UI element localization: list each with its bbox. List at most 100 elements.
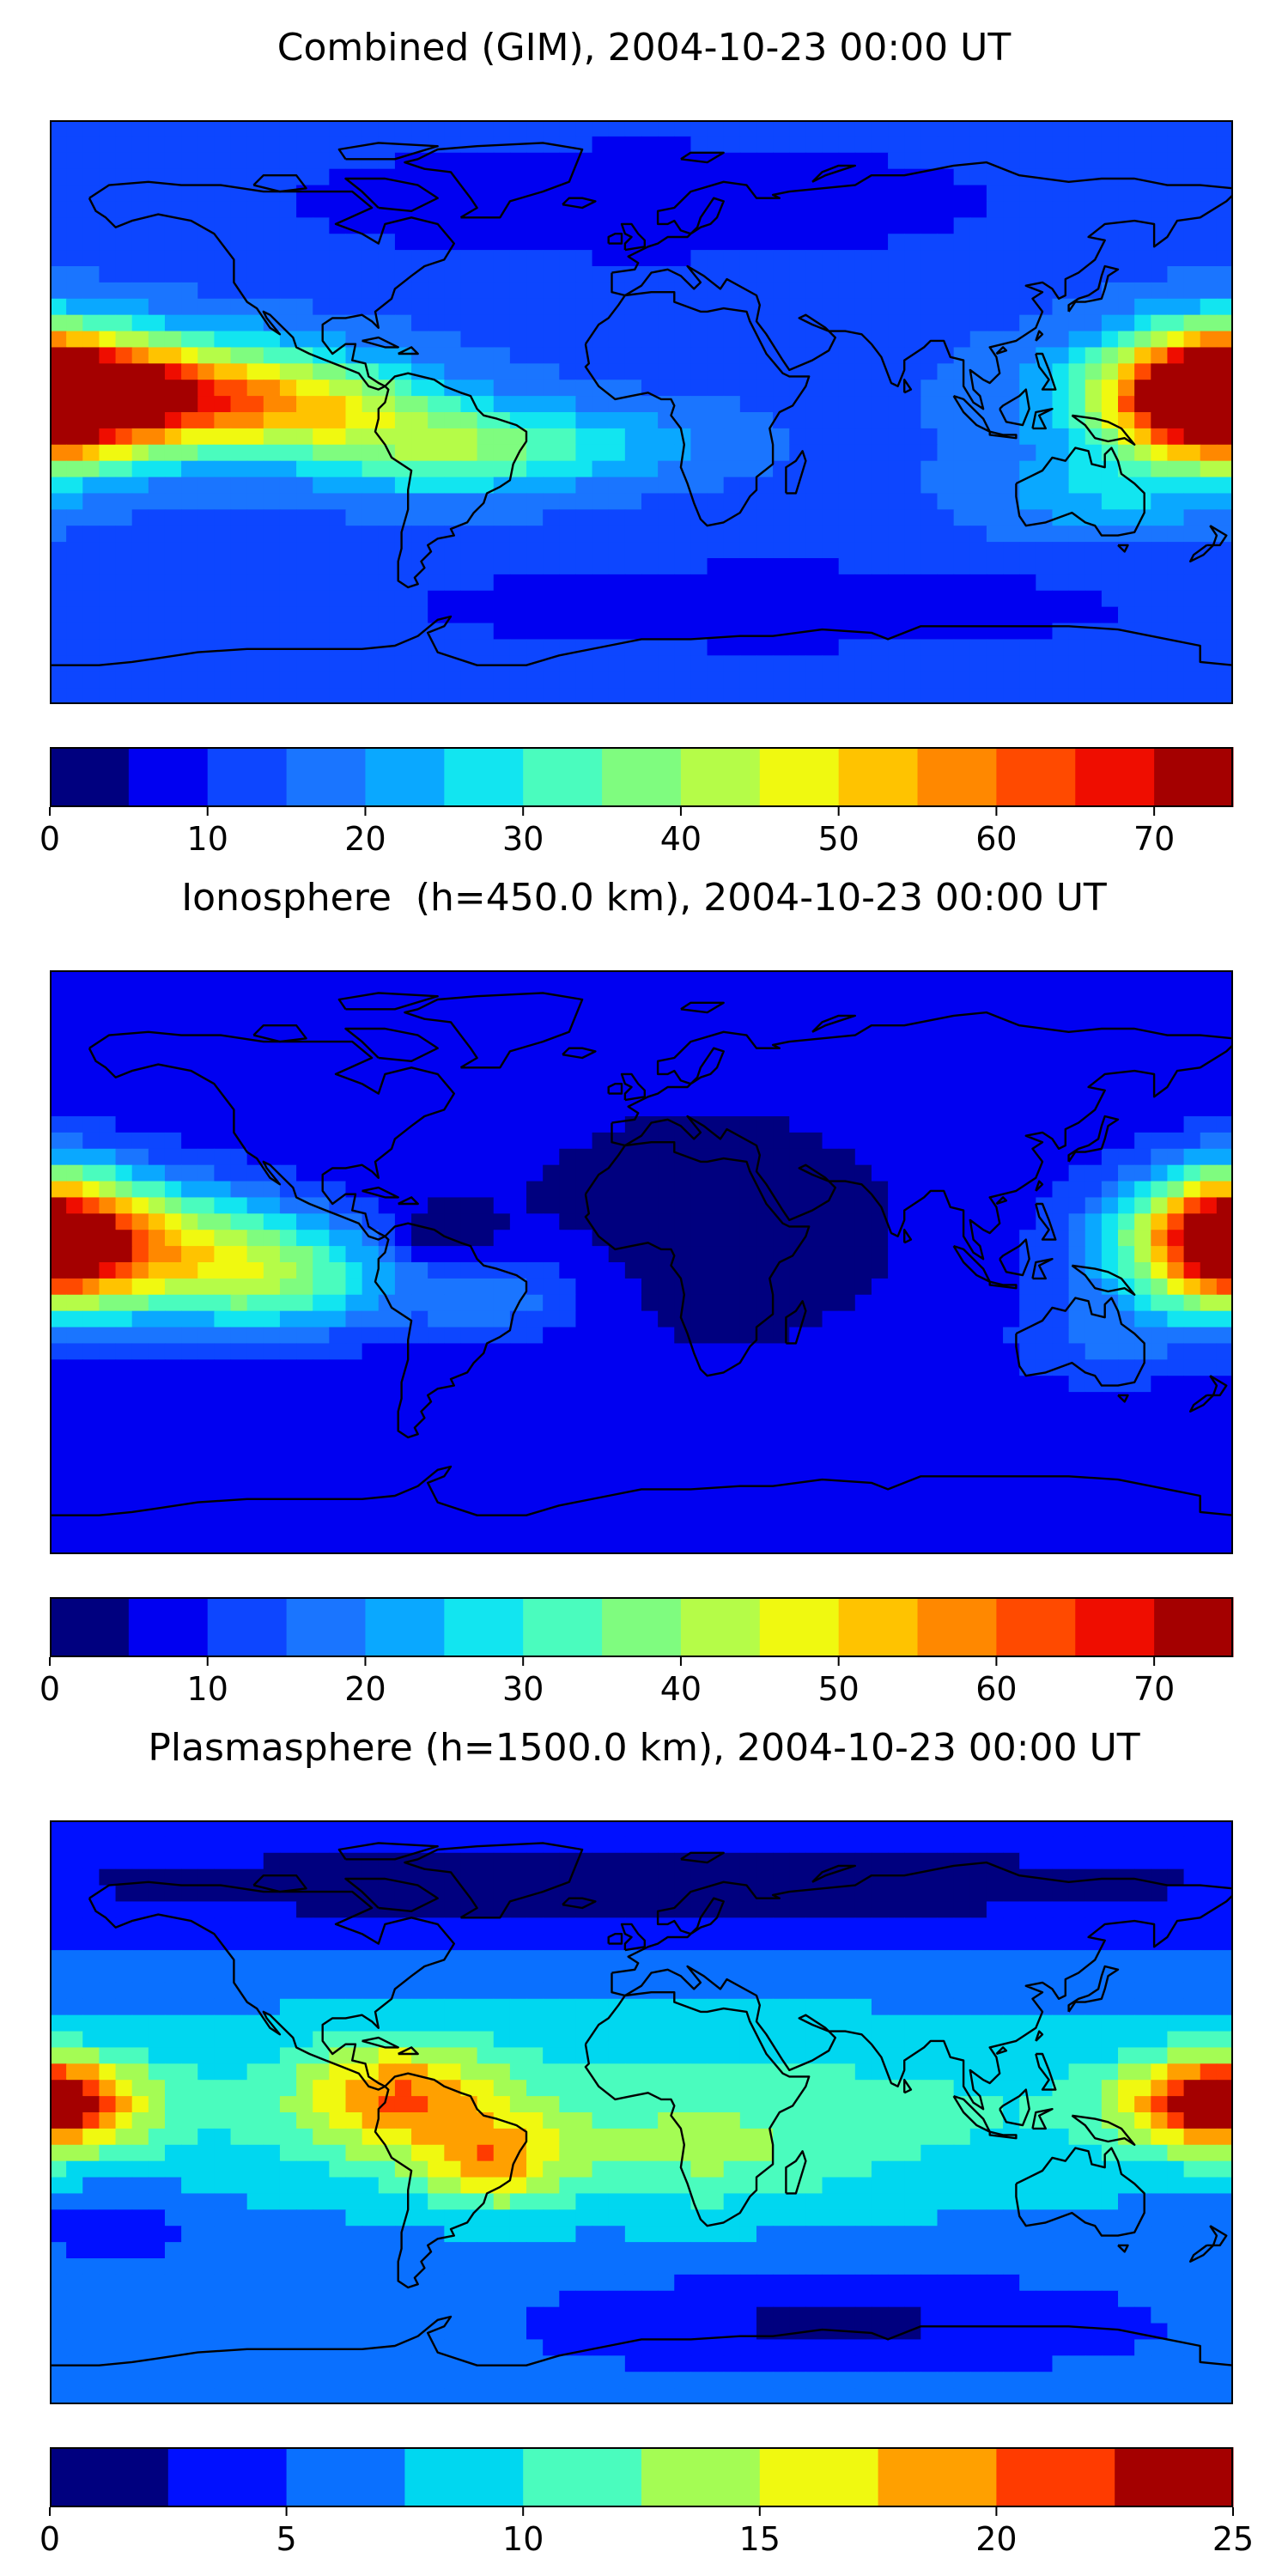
- tec-cell: [888, 136, 905, 154]
- tec-cell: [131, 1440, 149, 1458]
- tec-cell: [592, 120, 610, 137]
- tec-cell: [131, 639, 149, 656]
- tec-cell: [822, 1116, 840, 1133]
- tec-cell: [805, 1359, 823, 1376]
- tec-cell: [82, 655, 100, 672]
- tec-cell: [263, 1408, 281, 1425]
- tec-cell: [1084, 136, 1103, 154]
- tec-cell: [1068, 428, 1086, 446]
- tec-cell: [805, 1051, 823, 1068]
- tec-cell: [394, 1230, 412, 1247]
- tec-cell: [296, 201, 313, 218]
- tec-cell: [707, 1230, 725, 1247]
- tec-cell: [707, 623, 725, 641]
- tec-cell: [82, 168, 100, 186]
- tec-cell: [1068, 1035, 1086, 1053]
- tec-cell: [246, 1116, 264, 1133]
- tec-cell: [608, 1392, 626, 1409]
- tec-cell: [543, 623, 560, 641]
- tec-cell: [99, 363, 117, 380]
- tec-cell: [707, 1002, 725, 1020]
- tec-cell: [690, 688, 708, 704]
- tec-cell: [1216, 1213, 1233, 1230]
- tec-cell: [854, 120, 872, 137]
- tec-cell: [460, 1473, 478, 1491]
- tec-cell: [1068, 185, 1086, 203]
- tec-cell: [888, 1213, 905, 1230]
- tec-cell: [1118, 509, 1135, 526]
- tec-cell: [477, 168, 495, 186]
- tec-cell: [739, 1181, 757, 1199]
- tec-cell: [690, 396, 708, 413]
- tec-cell: [559, 1002, 577, 1020]
- tec-cell: [592, 282, 610, 300]
- tec-cell: [575, 1310, 593, 1328]
- tec-cell: [854, 1440, 872, 1458]
- tec-cell: [888, 655, 905, 672]
- tec-cell: [888, 250, 905, 267]
- tec-cell: [559, 1181, 577, 1199]
- tec-cell: [99, 217, 117, 234]
- tec-cell: [624, 1164, 642, 1182]
- tec-cell: [904, 1327, 921, 1345]
- tec-cell: [1101, 1278, 1119, 1296]
- tec-cell: [477, 1489, 495, 1506]
- tec-cell: [674, 1310, 692, 1328]
- tec-cell: [969, 1213, 987, 1230]
- tec-cell: [493, 1181, 511, 1199]
- tec-cell: [509, 1473, 527, 1491]
- tec-cell: [575, 1473, 593, 1491]
- tec-cell: [1216, 347, 1233, 364]
- tec-cell: [279, 120, 297, 137]
- tec-cell: [329, 1278, 347, 1296]
- tec-cell: [411, 314, 428, 332]
- tec-cell: [969, 250, 987, 267]
- coastline-sri-lanka: [903, 379, 913, 394]
- tec-cell: [181, 1327, 198, 1345]
- tec-cell: [888, 1376, 905, 1393]
- tec-cell: [789, 331, 806, 349]
- tec-cell: [214, 542, 232, 559]
- tec-cell: [1084, 1343, 1103, 1360]
- tec-cell: [624, 460, 642, 478]
- tec-cell: [822, 1035, 840, 1053]
- tec-cell: [313, 250, 330, 267]
- tec-cell: [756, 1116, 774, 1133]
- tec-cell: [904, 606, 921, 624]
- tec-cell: [1134, 970, 1151, 987]
- tec-cell: [82, 1359, 100, 1376]
- tec-cell: [674, 606, 692, 624]
- tec-cell: [99, 234, 117, 251]
- tec-cell: [1200, 509, 1218, 526]
- tec-cell: [148, 1148, 166, 1166]
- tec-cell: [526, 1392, 544, 1409]
- tec-cell: [444, 120, 462, 137]
- tec-cell: [394, 590, 412, 608]
- tec-cell: [854, 1116, 872, 1133]
- tec-cell: [1118, 120, 1135, 137]
- tec-cell: [641, 460, 659, 478]
- tec-cell: [690, 460, 708, 478]
- tec-cell: [953, 185, 971, 203]
- tec-cell: [1151, 1213, 1169, 1230]
- tec-cell: [838, 1327, 856, 1345]
- tec-cell: [181, 1148, 198, 1166]
- tec-cell: [313, 380, 330, 397]
- tec-cell: [543, 1018, 560, 1036]
- tec-cell: [739, 380, 757, 397]
- tec-cell: [444, 1278, 462, 1296]
- tec-cell: [164, 671, 182, 689]
- tec-cell: [822, 542, 840, 559]
- tec-cell: [1101, 1376, 1119, 1393]
- tec-cell: [789, 234, 806, 251]
- tec-cell: [674, 201, 692, 218]
- tec-cell: [756, 1230, 774, 1247]
- tec-cell: [361, 412, 380, 429]
- tec-cell: [1118, 282, 1135, 300]
- tec-cell: [1101, 1246, 1119, 1263]
- tec-cell: [1167, 1359, 1185, 1376]
- tec-cell: [66, 168, 83, 186]
- tec-cell: [854, 266, 872, 283]
- tec-cell: [805, 986, 823, 1004]
- tec-cell: [854, 1392, 872, 1409]
